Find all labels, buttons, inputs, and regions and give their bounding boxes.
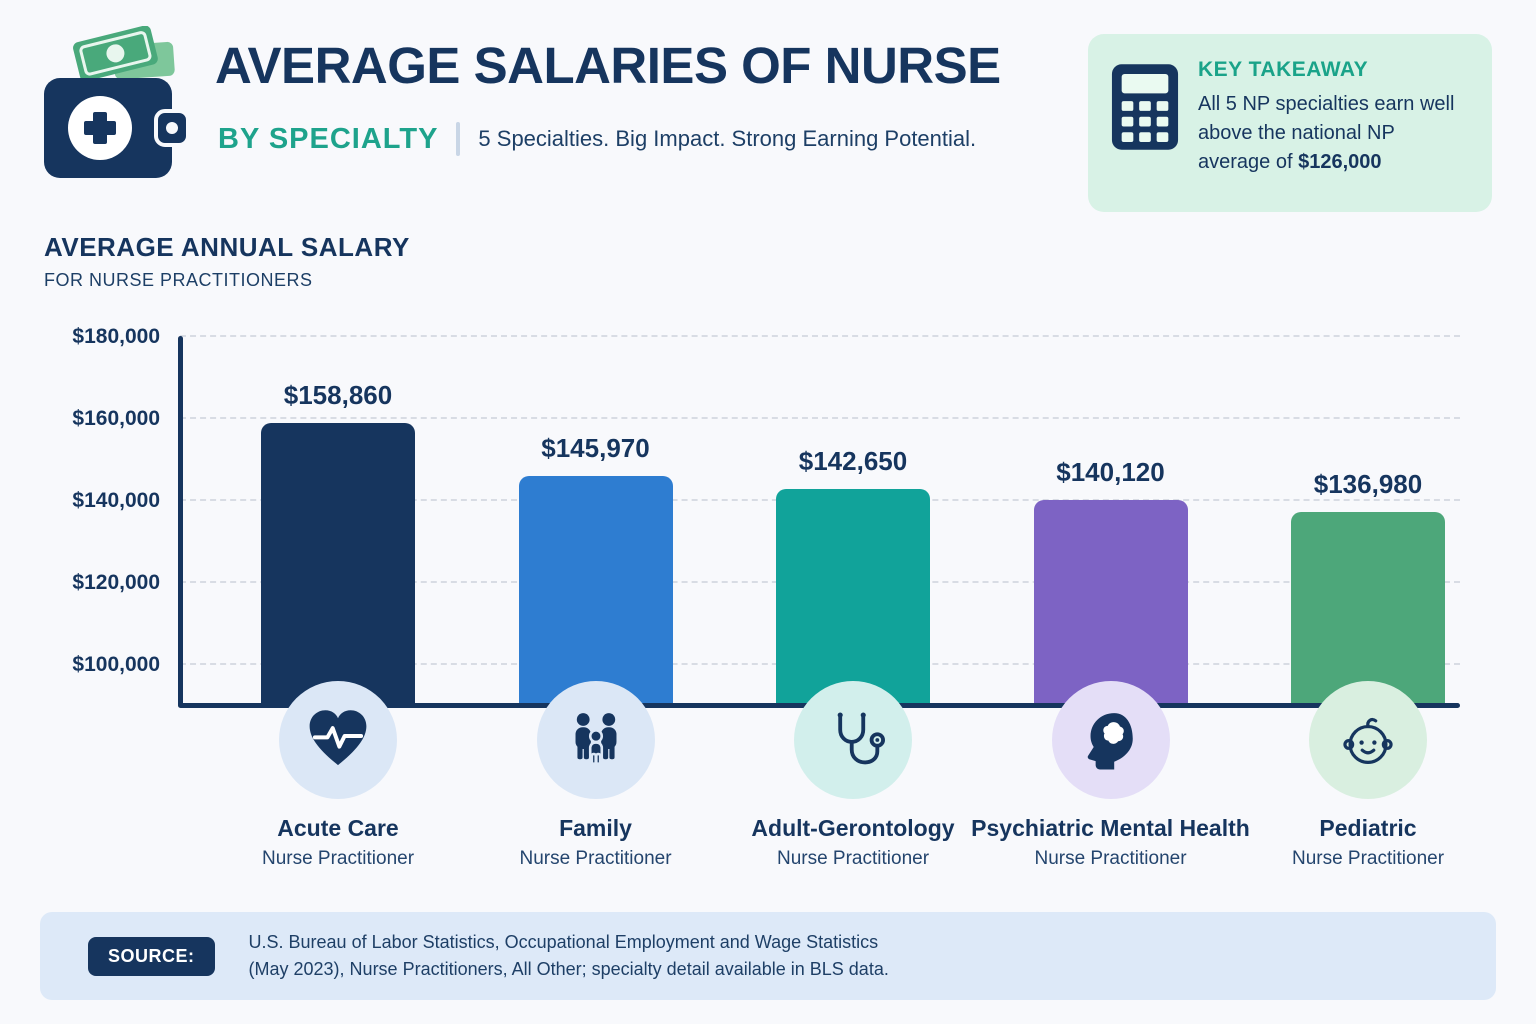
page-title: AVERAGE SALARIES OF NURSE — [215, 37, 1001, 94]
bar-value-family: $145,970 — [541, 432, 650, 463]
family-icon — [536, 681, 655, 799]
bar-acute-care — [261, 422, 415, 705]
y-tick-label: $180,000 — [72, 325, 160, 348]
bar-value-adult-gerontology: $142,650 — [798, 446, 908, 477]
head-brain-icon — [1051, 681, 1170, 799]
page-subtitle: BY SPECIALTY — [218, 122, 439, 155]
category-adult-gerontology: Adult-Gerontology Nurse Practitioner — [703, 681, 1003, 870]
category-sublabel-family: Nurse Practitioner — [519, 848, 672, 869]
source-label: SOURCE: — [88, 936, 215, 976]
y-tick-label: $120,000 — [72, 571, 160, 594]
bar-value-pediatric: $136,980 — [1313, 469, 1423, 500]
bar-psychiatric-mental-health — [1033, 499, 1188, 705]
category-label-psychiatric-mental-health: Psychiatric Mental Health — [971, 815, 1250, 841]
subtitle-row: BY SPECIALTY 5 Specialties. Big Impact. … — [218, 122, 976, 156]
key-takeaway-text-plain: All 5 NP specialties earn well above the… — [1198, 93, 1455, 173]
wallet-medical-icon — [38, 25, 190, 191]
category-psychiatric-mental-health: Psychiatric Mental Health Nurse Practitio… — [961, 681, 1261, 870]
bar-value-acute-care: $158,860 — [283, 379, 393, 410]
category-sublabel-adult-gerontology: Nurse Practitioner — [776, 848, 930, 869]
bar-adult-gerontology — [776, 489, 930, 705]
bar-pediatric — [1291, 512, 1445, 705]
category-label-pediatric: Pediatric — [1319, 815, 1417, 841]
bar-value-psychiatric-mental-health: $140,120 — [1056, 456, 1165, 487]
category-acute-care: Acute Care Nurse Practitioner — [188, 681, 488, 870]
key-takeaway-label: KEY TAKEAWAY — [1198, 58, 1369, 81]
gridline — [180, 417, 1460, 419]
bar-family — [518, 475, 673, 705]
gridline — [180, 335, 1460, 337]
category-label-adult-gerontology: Adult-Gerontology — [751, 815, 955, 841]
source-bar: SOURCE: U.S. Bureau of Labor Statistics,… — [40, 912, 1496, 1000]
key-takeaway-highlight: $126,000 — [1298, 151, 1382, 173]
calculator-icon — [1110, 62, 1180, 188]
vertical-divider — [456, 122, 461, 156]
chart-subtitle: FOR NURSE PRACTITIONERS — [44, 270, 313, 290]
category-label-acute-care: Acute Care — [277, 815, 399, 841]
plot-area: $158,860 $145,970 $142,650 $140,120 $136,980 — [178, 335, 1460, 708]
key-takeaway-text: All 5 NP specialties earn well above the… — [1198, 90, 1470, 177]
y-tick-label: $140,000 — [72, 489, 160, 512]
tagline: 5 Specialties. Big Impact. Strong Earnin… — [478, 126, 977, 151]
category-row: Acute Care Nurse Practitioner Family Nurse … — [178, 681, 1460, 916]
category-sublabel-pediatric: Nurse Practitioner — [1291, 848, 1445, 869]
category-family: Family Nurse Practitioner — [446, 681, 746, 870]
y-tick-label: $160,000 — [72, 407, 160, 430]
y-axis-line — [178, 336, 183, 707]
stethoscope-icon — [794, 681, 912, 799]
y-tick-label: $100,000 — [72, 653, 160, 676]
chart-title: AVERAGE ANNUAL SALARY — [44, 232, 410, 262]
key-takeaway-card: KEY TAKEAWAY All 5 NP specialties earn w… — [1088, 34, 1492, 212]
baby-icon — [1309, 681, 1427, 799]
source-text: U.S. Bureau of Labor Statistics, Occupat… — [248, 932, 889, 979]
key-takeaway-body: KEY TAKEAWAY All 5 NP specialties earn w… — [1198, 58, 1470, 188]
category-pediatric: Pediatric Nurse Practitioner — [1218, 681, 1518, 870]
heart-pulse-icon — [279, 681, 397, 799]
category-sublabel-acute-care: Nurse Practitioner — [261, 848, 415, 869]
category-label-family: Family — [559, 815, 632, 841]
category-sublabel-psychiatric-mental-health: Nurse Practitioner — [1034, 848, 1187, 869]
y-axis-labels: $180,000 $160,000 $140,000 $120,000 $100,000 — [12, 325, 160, 705]
